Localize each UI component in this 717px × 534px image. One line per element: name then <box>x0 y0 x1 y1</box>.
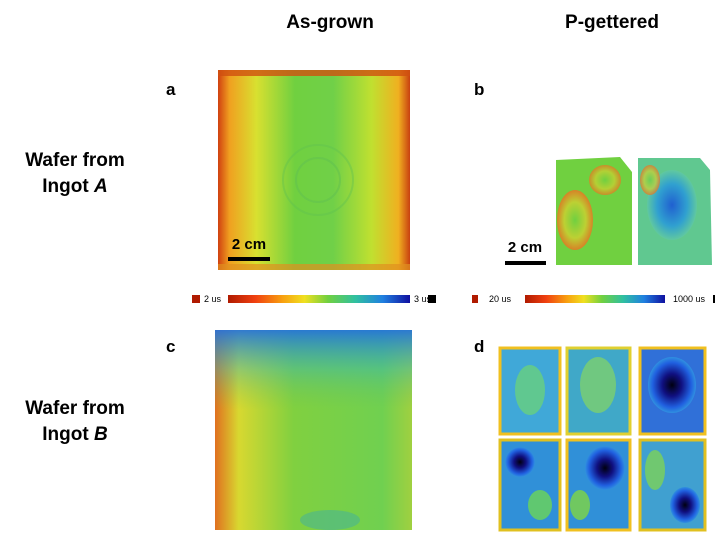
row-label: Wafer from <box>25 150 125 171</box>
ingot-name: B <box>94 424 108 445</box>
colorbar-min-swatch <box>472 295 478 303</box>
colorbar-label: 2 us <box>204 294 222 304</box>
row-label-text: Ingot <box>42 424 89 445</box>
figure: As-grown P-gettered Wafer from Ingot A W… <box>0 0 717 534</box>
row-label: Wafer from <box>25 398 125 419</box>
colorbar-label: 20 us <box>489 294 512 304</box>
panel-label: d <box>474 337 484 356</box>
colorbar-max-swatch <box>428 295 436 303</box>
colorbar-label: 1000 us <box>673 294 706 304</box>
colorbar-min-swatch <box>192 295 200 303</box>
colorbar-max-swatch <box>713 295 715 303</box>
scale-bar-label: 2 cm <box>508 239 542 256</box>
panel-label: a <box>166 80 176 99</box>
row-label-text: Ingot <box>42 176 89 197</box>
row-label: Ingot A <box>42 176 107 197</box>
panel-label: b <box>474 80 484 99</box>
column-header: P-gettered <box>565 12 659 33</box>
ingot-name: A <box>93 176 108 197</box>
colorbar <box>228 295 410 303</box>
panel-label: c <box>166 337 175 356</box>
lifetime-map <box>500 348 705 530</box>
colorbar <box>525 295 665 303</box>
lifetime-map <box>556 157 712 265</box>
column-header: As-grown <box>286 12 374 33</box>
scale-bar-label: 2 cm <box>232 236 266 253</box>
lifetime-map <box>215 330 412 530</box>
row-label: Ingot B <box>42 424 108 445</box>
